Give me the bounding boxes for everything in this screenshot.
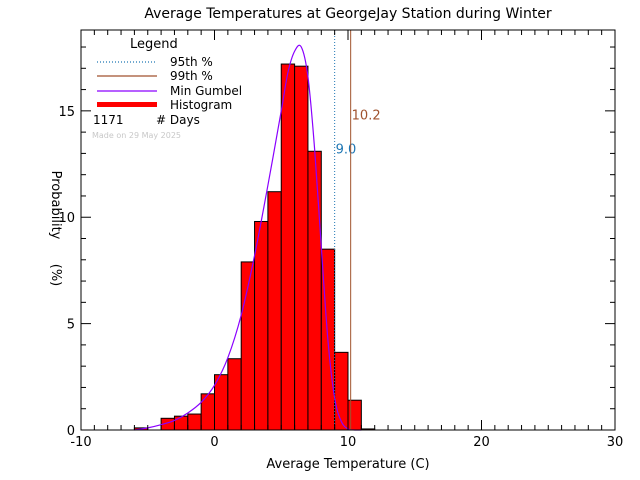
x-tick-label: -10 (70, 435, 91, 450)
y-tick-label: 15 (58, 105, 75, 120)
histogram-bar (254, 220, 269, 431)
legend: Legend 95th % 99th % Min Gumbel Histogra… (92, 37, 242, 140)
y-tick-label: 5 (67, 318, 75, 333)
legend-gumbel-label: Min Gumbel (170, 84, 242, 98)
x-tick-label: 20 (473, 435, 490, 450)
histogram-bar (347, 399, 362, 431)
histogram-bar (294, 65, 309, 431)
y-axis-label: Probability (48, 171, 63, 240)
y-axis-unit: (%) (48, 264, 63, 287)
histogram-bar (267, 191, 282, 431)
histogram-bar (227, 358, 242, 431)
y-tick-label: 0 (67, 424, 75, 439)
histogram-bar (280, 63, 296, 431)
chart-title: Average Temperatures at GeorgeJay Statio… (144, 6, 552, 22)
histogram-bar (307, 150, 322, 431)
legend-histogram-label: Histogram (170, 98, 232, 112)
y-tick-label: 10 (58, 211, 75, 226)
histogram-bar (334, 351, 349, 431)
legend-title: Legend (130, 37, 178, 52)
x-tick-label: 0 (210, 435, 218, 450)
histogram-bar (187, 413, 202, 431)
made-on-note: Made on 29 May 2025 (92, 131, 181, 140)
legend-count-label: # Days (156, 113, 200, 127)
legend-histogram-swatch (97, 102, 157, 107)
x-tick-label: 10 (340, 435, 357, 450)
gumbel-curve (134, 44, 362, 431)
legend-count-value: 1171 (93, 113, 124, 127)
legend-95th-label: 95th % (170, 55, 213, 69)
histogram-bar (200, 393, 215, 431)
histogram-bar (173, 415, 189, 431)
y-axis-label-group: Probability (%) (48, 171, 63, 287)
percentile-99-label: 10.2 (352, 108, 381, 123)
percentile-95-label: 9.0 (336, 142, 357, 157)
x-axis-label: Average Temperature (C) (266, 457, 429, 472)
x-tick-label: 30 (607, 435, 624, 450)
legend-99th-label: 99th % (170, 69, 213, 83)
